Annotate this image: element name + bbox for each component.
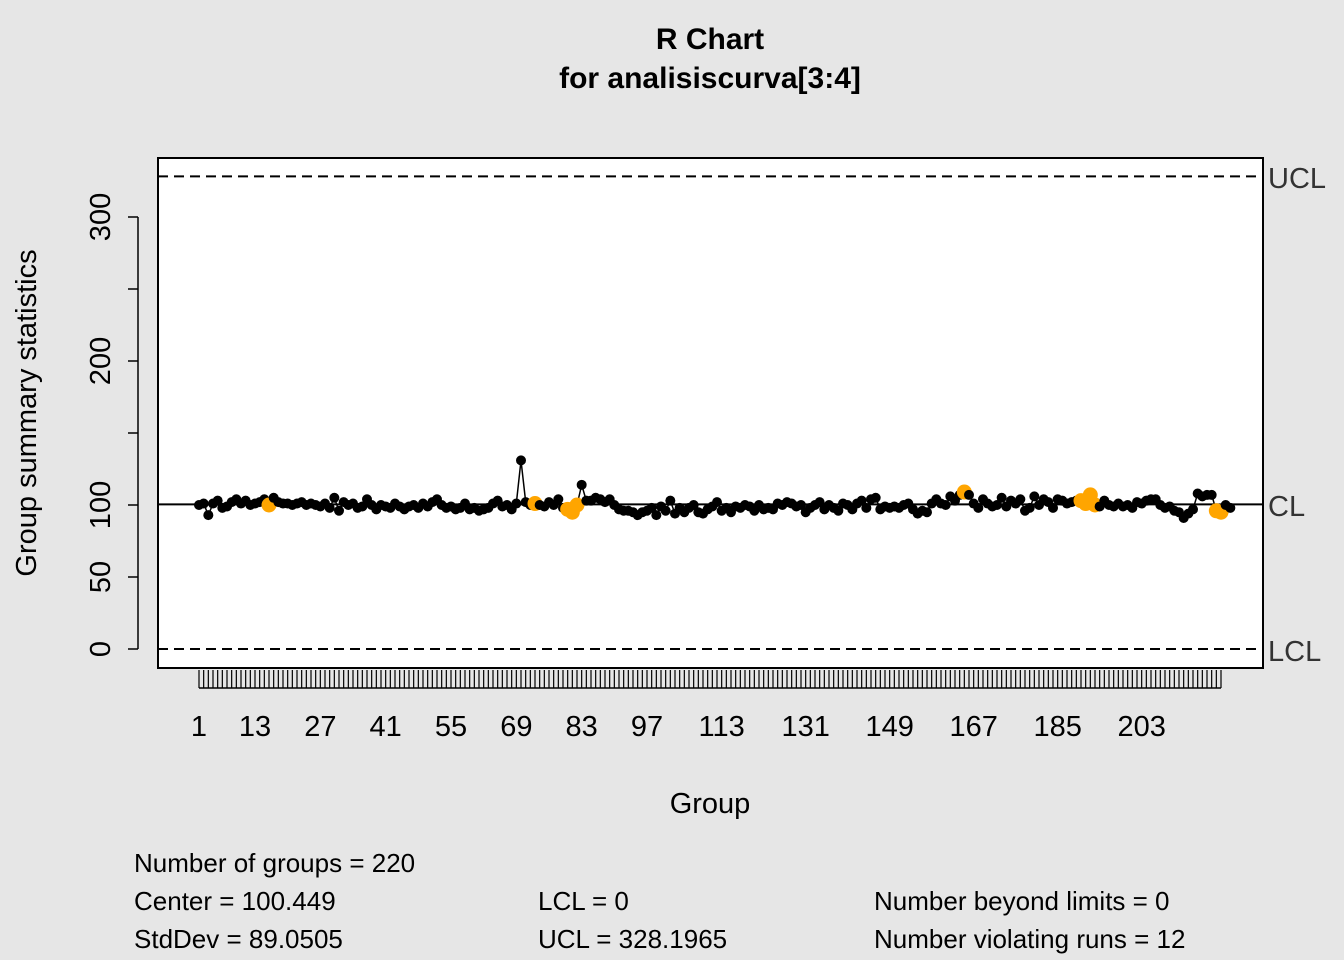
- data-point: [996, 492, 1007, 503]
- data-point: [814, 497, 825, 508]
- stats-stddev: StdDev = 89.0505: [134, 924, 343, 954]
- data-point: [1024, 502, 1035, 513]
- chart-title: R Chart: [656, 23, 764, 56]
- data-point: [1206, 489, 1217, 500]
- data-point: [329, 492, 340, 503]
- data-point: [688, 500, 699, 510]
- y-tick-label: 100: [85, 481, 117, 529]
- data-point: [576, 479, 587, 490]
- y-tick-label: 50: [85, 561, 117, 593]
- stats-violating-runs: Number violating runs = 12: [874, 924, 1185, 954]
- lcl-label: LCL: [1268, 636, 1321, 668]
- data-point: [324, 502, 335, 513]
- x-tick-label: 113: [699, 711, 745, 743]
- data-point: [833, 505, 844, 516]
- data-point: [665, 495, 676, 506]
- data-point: [940, 500, 951, 510]
- data-point: [870, 492, 881, 503]
- x-tick-label: 27: [304, 711, 336, 743]
- data-point: [922, 507, 932, 518]
- x-tick-label: 69: [500, 711, 532, 743]
- x-tick-label: 149: [865, 711, 913, 743]
- y-tick-label: 200: [85, 337, 117, 385]
- data-point: [646, 502, 657, 513]
- x-tick-label: 97: [631, 711, 663, 743]
- cl-label: CL: [1268, 491, 1305, 523]
- data-point: [198, 498, 209, 509]
- data-point: [1225, 502, 1236, 513]
- data-point: [553, 494, 564, 505]
- x-tick-label: 83: [566, 711, 598, 743]
- data-point: [973, 502, 984, 513]
- stats-beyond-limits: Number beyond limits = 0: [874, 886, 1170, 916]
- x-axis-title: Group: [670, 788, 751, 820]
- data-point: [796, 500, 806, 510]
- chart-subtitle: for analisiscurva[3:4]: [559, 62, 861, 95]
- violating-point: [569, 497, 585, 513]
- stats-ucl: UCL = 328.1965: [538, 924, 727, 954]
- x-tick-label: 1: [191, 711, 207, 743]
- x-tick-label: 203: [1117, 711, 1165, 743]
- data-point: [651, 510, 662, 521]
- data-point: [212, 495, 223, 506]
- data-point: [1048, 502, 1058, 513]
- data-point: [203, 510, 214, 521]
- plot-panel: [157, 157, 1264, 669]
- data-point: [1029, 491, 1040, 502]
- data-points: [194, 455, 1236, 523]
- y-tick-label: 300: [85, 193, 117, 241]
- x-tick-label: 41: [370, 711, 402, 743]
- data-point: [334, 505, 344, 516]
- ucl-label: UCL: [1268, 163, 1326, 195]
- data-point: [660, 505, 671, 516]
- x-tick-label: 131: [781, 711, 829, 743]
- data-point: [712, 497, 722, 508]
- stats-lcl: LCL = 0: [538, 886, 629, 916]
- data-point: [516, 455, 526, 466]
- x-tick-label: 55: [435, 711, 467, 743]
- data-point: [1188, 504, 1198, 515]
- x-tick-label: 185: [1033, 711, 1081, 743]
- y-tick-label: 0: [85, 641, 117, 657]
- data-point: [964, 489, 974, 500]
- data-point: [856, 495, 867, 506]
- data-point: [357, 501, 368, 512]
- data-point: [511, 498, 522, 509]
- data-point: [992, 500, 1002, 510]
- y-axis-title: Group summary statistics: [11, 249, 43, 576]
- stats-groups: Number of groups = 220: [134, 848, 415, 878]
- data-point: [1015, 494, 1026, 505]
- x-tick-label: 167: [949, 711, 997, 743]
- stats-center: Center = 100.449: [134, 886, 336, 916]
- data-point: [861, 502, 872, 513]
- x-tick-label: 13: [239, 711, 271, 743]
